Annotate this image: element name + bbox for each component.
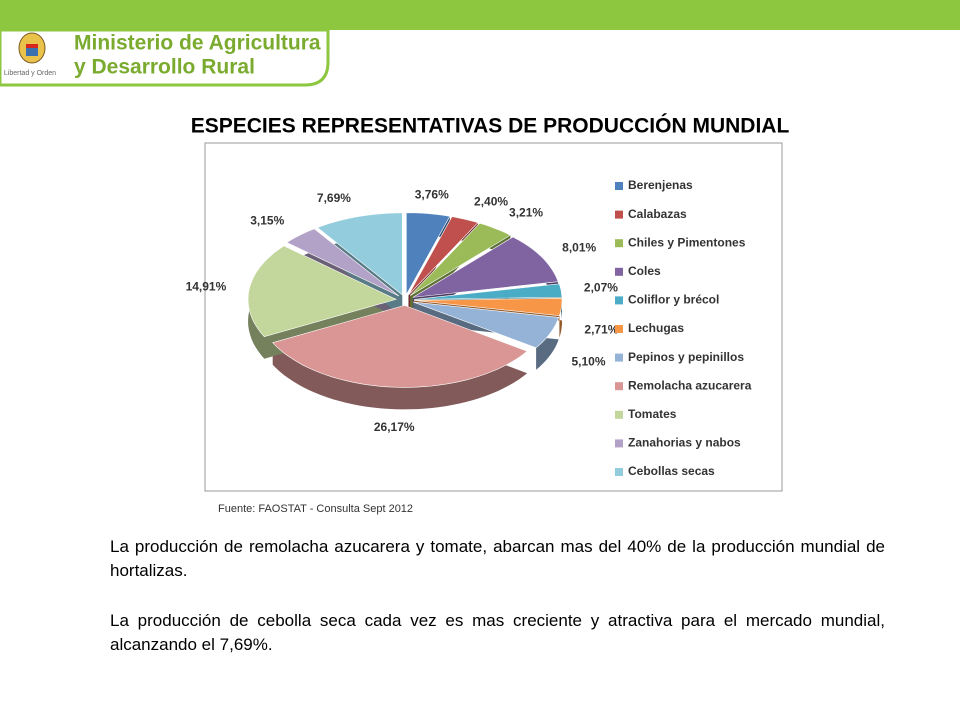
data-label: 7,69% bbox=[317, 191, 351, 205]
legend-swatch bbox=[615, 210, 623, 219]
legend-swatch bbox=[615, 382, 623, 391]
paragraph: La producción de cebolla seca cada vez e… bbox=[110, 611, 885, 654]
slice bbox=[413, 301, 560, 349]
ministry-line: y Desarrollo Rural bbox=[74, 56, 255, 79]
legend-swatch bbox=[615, 182, 623, 190]
pie-tops bbox=[247, 212, 563, 388]
logo-panel bbox=[0, 28, 330, 87]
legend-label: Lechugas bbox=[628, 321, 684, 335]
legend-label: Berenjenas bbox=[628, 178, 693, 192]
legend-label: Zanahorias y nabos bbox=[628, 436, 741, 450]
paragraph: La producción de remolacha azucarera y t… bbox=[110, 537, 885, 580]
legend-swatch bbox=[615, 267, 623, 276]
legend-label: Remolacha azucarera bbox=[628, 378, 752, 392]
motto: Libertad y Orden bbox=[4, 70, 56, 77]
slice bbox=[409, 222, 512, 296]
slice bbox=[408, 216, 479, 296]
legend-label: Pepinos y pepinillos bbox=[628, 350, 744, 364]
legend-swatch bbox=[615, 325, 623, 333]
slice bbox=[316, 212, 403, 296]
data-label: 2,40% bbox=[474, 194, 508, 208]
legend-label: Coliflor y brécol bbox=[628, 293, 719, 307]
data-label: 2,71% bbox=[584, 323, 618, 337]
legend-swatch bbox=[615, 239, 623, 248]
data-label: 26,17% bbox=[374, 420, 415, 434]
legend-swatch bbox=[615, 296, 623, 305]
legend-label: Coles bbox=[628, 264, 661, 278]
data-label: 2,07% bbox=[584, 281, 618, 295]
slice bbox=[405, 212, 451, 296]
emblem bbox=[18, 32, 46, 64]
slice bbox=[286, 228, 400, 297]
legend-label: Cebollas secas bbox=[628, 464, 715, 478]
slide-title: ESPECIES REPRESENTATIVAS DE PRODUCCIÓN M… bbox=[191, 114, 790, 138]
data-label: 8,01% bbox=[562, 240, 596, 254]
legend-swatch bbox=[615, 353, 623, 362]
top-bar bbox=[0, 0, 960, 30]
data-label: 3,15% bbox=[250, 214, 284, 228]
legend-label: Chiles y Pimentones bbox=[628, 235, 746, 249]
ministry-line: Ministerio de Agricultura bbox=[74, 32, 321, 55]
slice bbox=[272, 305, 528, 388]
slice bbox=[413, 283, 563, 300]
source: Fuente: FAOSTAT - Consulta Sept 2012 bbox=[218, 503, 413, 515]
slice bbox=[412, 236, 559, 298]
legend-swatch bbox=[615, 410, 623, 419]
legend-label: Tomates bbox=[628, 407, 677, 421]
data-label: 3,21% bbox=[509, 206, 543, 220]
legend-swatch bbox=[615, 439, 623, 448]
slice bbox=[413, 297, 563, 317]
data-label: 3,76% bbox=[415, 187, 449, 201]
slice bbox=[247, 245, 397, 338]
legend-label: Calabazas bbox=[628, 207, 687, 221]
data-label: 5,10% bbox=[571, 354, 605, 368]
data-label: 14,91% bbox=[186, 280, 227, 294]
legend-swatch bbox=[615, 468, 623, 476]
